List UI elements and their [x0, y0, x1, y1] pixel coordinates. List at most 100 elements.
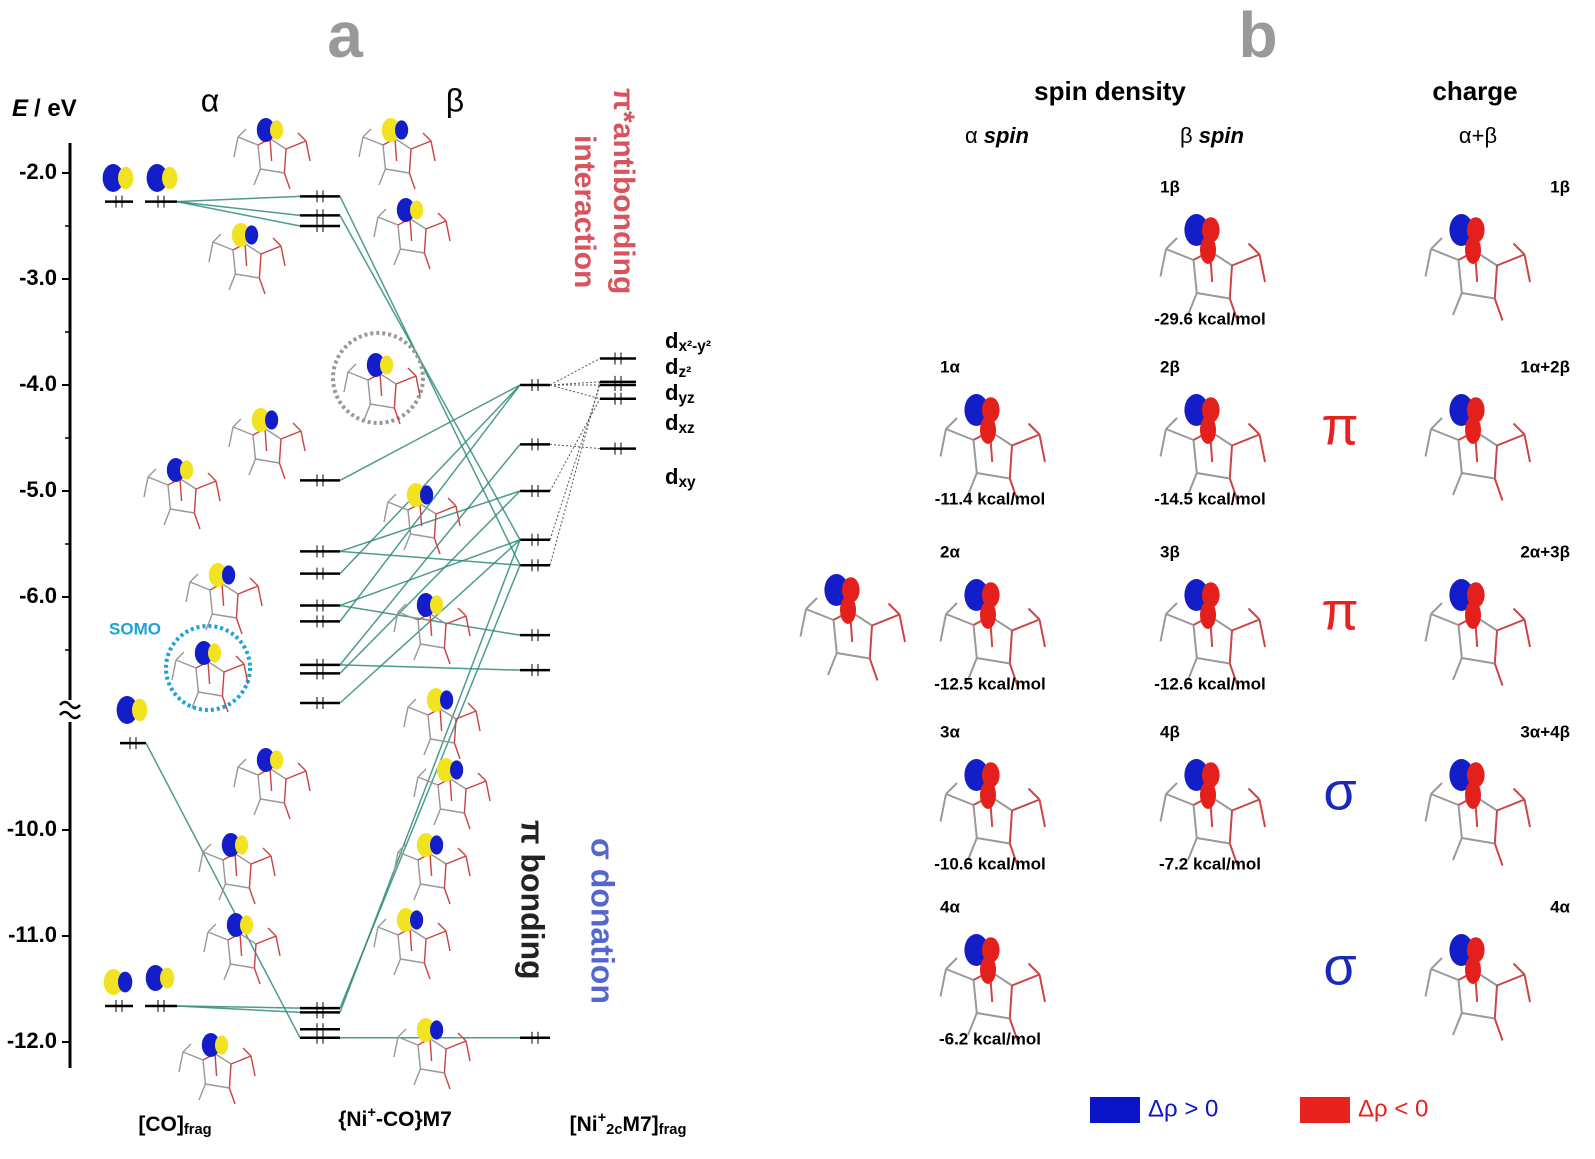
bond	[1008, 663, 1019, 686]
bond	[1424, 613, 1432, 642]
energy-label: -14.5 kcal/mol	[1154, 489, 1266, 508]
bond	[207, 660, 225, 673]
bond	[972, 439, 978, 474]
bond	[185, 581, 191, 603]
bond	[1038, 434, 1046, 463]
text-part: d	[665, 354, 678, 379]
bond	[244, 242, 262, 255]
orbital-lobe	[964, 934, 989, 966]
density-lobe	[1465, 601, 1481, 629]
bond	[191, 691, 200, 709]
energy-label: -10.6 kcal/mol	[934, 854, 1046, 873]
correlation-line	[339, 384, 521, 575]
molecule	[1424, 237, 1531, 321]
electron	[531, 438, 539, 451]
bond	[423, 738, 432, 756]
bond	[233, 766, 239, 788]
bond	[1430, 968, 1459, 981]
electron	[316, 220, 324, 232]
density-lobe	[1200, 236, 1216, 264]
bond	[417, 768, 427, 778]
energy-label: -6.2 kcal/mol	[939, 1029, 1041, 1048]
bond	[457, 1032, 467, 1042]
orbital-lobe	[440, 690, 454, 710]
bond	[382, 144, 387, 170]
density-lobe	[1465, 416, 1481, 444]
bond	[257, 774, 262, 800]
bond	[1493, 630, 1498, 664]
word: spin	[984, 123, 1029, 148]
molecule	[373, 918, 451, 980]
bond	[202, 843, 212, 853]
bond	[182, 1043, 192, 1053]
text-part: [Ni	[570, 1113, 598, 1136]
bond	[439, 707, 457, 720]
bond	[976, 1012, 1010, 1020]
bond	[871, 613, 900, 627]
tick-label: -10.0	[7, 816, 57, 841]
bond	[260, 798, 285, 804]
bond	[427, 714, 432, 740]
bond	[433, 808, 442, 826]
bond	[167, 484, 172, 510]
orbital-lobe	[964, 579, 989, 611]
bond	[463, 812, 471, 830]
tick-label: -12.0	[7, 1028, 57, 1053]
orbital-lobe	[1184, 394, 1209, 426]
bond	[175, 659, 197, 669]
bond	[1461, 837, 1495, 845]
bond	[945, 793, 974, 806]
bond	[394, 138, 398, 162]
bond	[258, 253, 262, 279]
tick-label: -5.0	[19, 477, 57, 502]
density-lobe	[980, 601, 996, 629]
bond	[397, 611, 419, 621]
dotted-correlation	[549, 358, 601, 386]
bond	[1493, 843, 1504, 866]
bond	[433, 537, 441, 555]
bond	[445, 855, 467, 865]
bond	[1430, 417, 1443, 430]
bond	[1165, 237, 1178, 250]
orbital-lobe	[1184, 214, 1209, 246]
somo-circle	[164, 624, 252, 712]
bond	[223, 663, 245, 673]
electron	[531, 533, 539, 546]
bond	[1430, 782, 1443, 795]
orbital-lobe	[1449, 579, 1474, 611]
bond	[455, 710, 477, 720]
orbital-lobe	[410, 200, 424, 220]
subheader: β spin	[1180, 123, 1244, 148]
molecule	[413, 768, 491, 830]
bond	[453, 718, 457, 744]
bond	[477, 772, 487, 782]
bond	[967, 1012, 978, 1036]
dotted-correlation	[549, 384, 601, 540]
bond	[1430, 793, 1459, 806]
molecule	[383, 493, 461, 555]
orbital-lobe	[420, 485, 434, 505]
bond	[1424, 793, 1432, 822]
bond	[1512, 422, 1526, 436]
bond	[1430, 602, 1443, 615]
bond	[1165, 428, 1194, 441]
density-lobe	[980, 781, 996, 809]
bond	[449, 778, 453, 802]
bond	[244, 243, 248, 267]
bond	[898, 614, 906, 643]
orbital-label: 2α	[940, 542, 960, 561]
bond	[805, 597, 818, 610]
word: spin	[1199, 123, 1244, 148]
bond	[257, 144, 262, 170]
electron	[316, 209, 324, 222]
correlation-line	[339, 550, 521, 566]
molecule	[393, 603, 471, 665]
molecule	[1159, 602, 1266, 686]
bond	[1027, 962, 1041, 976]
dotted-correlation	[549, 381, 601, 386]
dotted-correlation	[549, 398, 601, 492]
electron	[316, 190, 324, 203]
bond	[1011, 798, 1040, 812]
bond	[397, 224, 402, 250]
molecule	[1159, 417, 1266, 501]
